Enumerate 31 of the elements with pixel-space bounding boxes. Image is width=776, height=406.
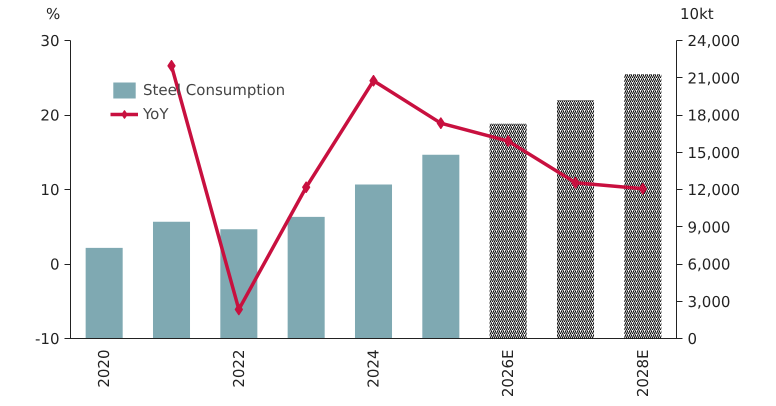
bar [86,248,123,338]
bar [288,216,325,338]
y2-tick-label: 21,000 [688,69,740,88]
x-tick-label: 2026E [499,349,518,398]
y2-axis-title: 10kt [680,4,714,25]
y-tick-label: 30 [40,32,60,50]
y-axis-title: % [46,4,60,25]
legend-label: YoY [143,105,169,123]
x-tick-label: 2022 [230,349,248,388]
y2-tick-label: 3,000 [688,292,730,311]
point [369,74,378,87]
y2-tick-label: 15,000 [688,144,740,162]
y2-tick-label: 0 [688,330,698,348]
x-tick-label: 2028E [634,349,652,398]
y2-tick-label: 18,000 [688,106,740,124]
bar [220,229,258,338]
point [571,176,580,189]
y2-tick-label: 24,000 [688,32,740,50]
x-tick-label: 2020 [95,349,114,388]
bar [354,184,392,338]
bar [152,222,190,338]
y2-tick-label: 12,000 [688,181,740,199]
y-tick-label: 10 [40,181,60,199]
y2-tick-label: 6,000 [688,256,730,274]
point [167,60,176,72]
x-tick-label: 2024 [364,349,382,388]
y-tick-label: 20 [40,106,60,124]
bar [422,154,460,338]
y-tick-label: 0 [50,256,60,274]
y-tick-label: -10 [35,330,60,348]
y2-tick-label: 9,000 [688,218,730,236]
